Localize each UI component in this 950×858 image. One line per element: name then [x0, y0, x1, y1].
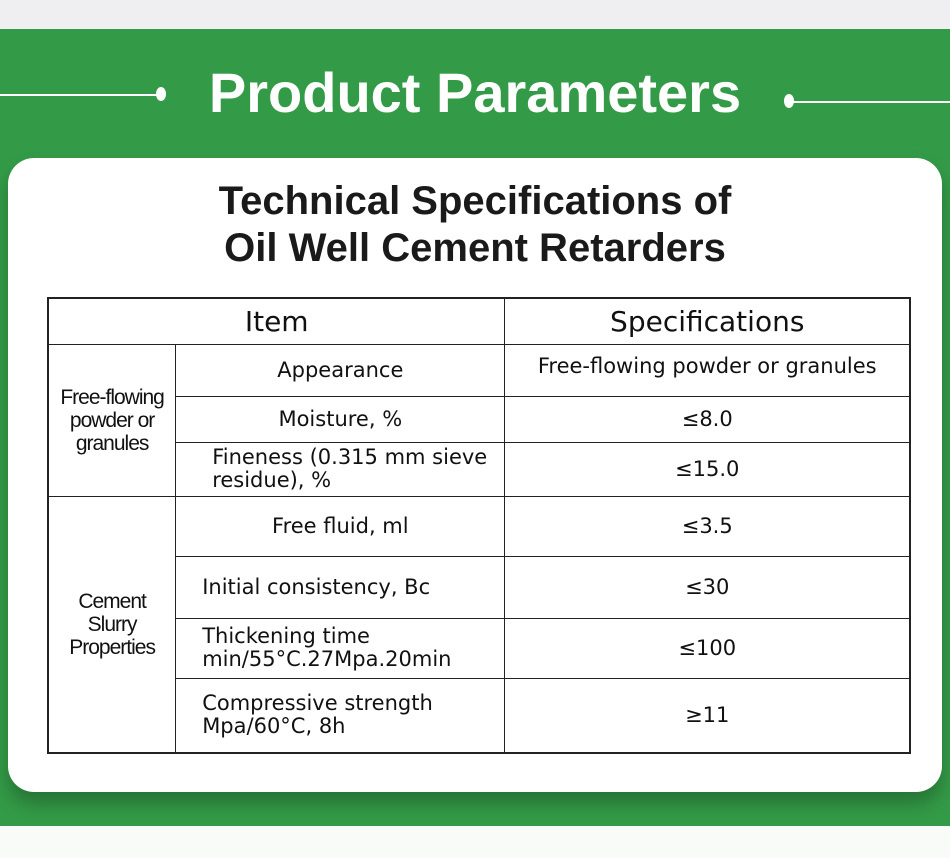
divider-left [0, 94, 158, 96]
item-cell: Thickening time min/55°C.27Mpa.20min [175, 617, 506, 679]
spec-cell: ≤8.0 [504, 395, 911, 443]
banner-title: Product Parameters [208, 61, 742, 124]
item-cell: Initial consistency, Bc [175, 555, 506, 619]
dot-right [784, 94, 794, 108]
top-strip [0, 0, 950, 29]
group-label: Free-flowing powder or granules [47, 343, 177, 497]
spec-cell: ≤15.0 [504, 441, 911, 497]
dot-left [156, 87, 166, 101]
spec-cell: ≤100 [504, 617, 911, 679]
item-cell: Compressive strength Mpa/60°C, 8h [175, 677, 506, 754]
item-cell: Free fluid, ml [175, 495, 506, 557]
spec-cell: Free-flowing powder or granules [504, 343, 911, 397]
group-label: Cement Slurry Properties [47, 495, 177, 754]
item-cell: Appearance [175, 343, 506, 397]
spec-cell: ≥11 [504, 677, 911, 754]
spec-table: Item Specifications Free-flowing powder o… [47, 297, 911, 754]
header-item: Item [47, 297, 506, 345]
spec-cell: ≤30 [504, 555, 911, 619]
spec-cell: ≤3.5 [504, 495, 911, 557]
card-title: Technical Specifications of Oil Well Ceme… [218, 179, 732, 270]
item-cell: Fineness (0.315 mm sieve residue), % [175, 441, 506, 497]
divider-right [792, 101, 950, 103]
header-specifications: Specifications [504, 297, 911, 345]
item-cell: Moisture, % [175, 395, 506, 443]
